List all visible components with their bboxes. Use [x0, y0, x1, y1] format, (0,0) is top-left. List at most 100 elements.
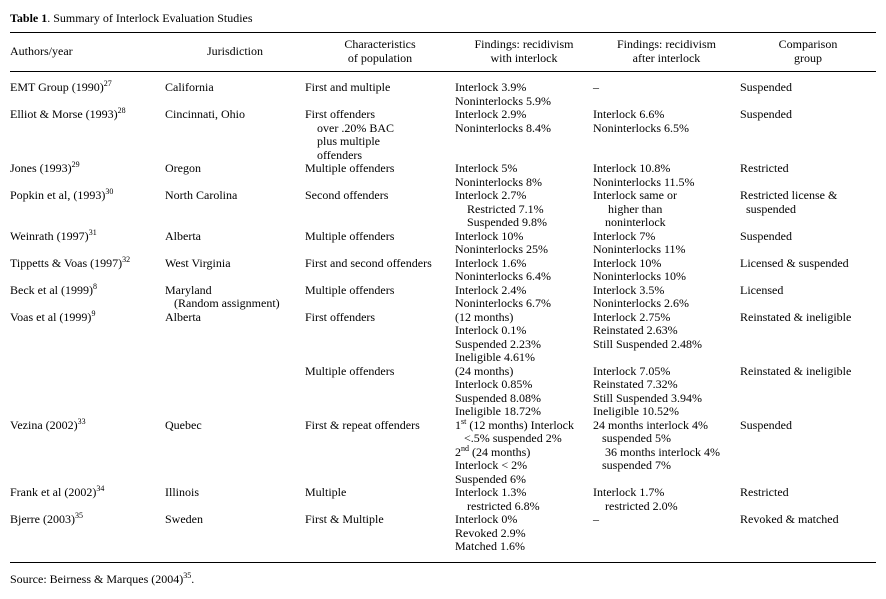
cell-line: Voas et al (1999)9: [10, 308, 96, 324]
cell-line: Noninterlocks 8%: [455, 174, 542, 189]
cell-line: Second offenders: [305, 188, 389, 202]
cell-line: Interlock 2.4%: [455, 282, 527, 297]
source-note: Source: Beirness & Marques (2004)35.: [10, 570, 195, 586]
cell-line: Suspended: [740, 107, 792, 121]
cell-line: First & Multiple: [305, 512, 384, 526]
authors-cell: Tippetts & Voas (1997)32: [10, 254, 165, 271]
cell-line: Still Suspended 3.94%: [593, 390, 703, 405]
cell-line: First offenders: [305, 107, 376, 121]
table-row: Multiple offenders (24 months) Interlock 0…: [10, 363, 876, 419]
cell-line: 24 months interlock 4%: [593, 417, 708, 432]
cell-line: restricted 2.0%: [593, 498, 678, 513]
cell-line: over .20% BAC: [305, 120, 394, 135]
cell-line: Interlock 1.6%: [455, 255, 527, 270]
with-interlock-cell: Interlock 1.3% restricted 6.8%: [455, 485, 593, 513]
table-row: Vezina (2002)33 Quebec First & repeat offe…: [10, 416, 876, 487]
population-cell: Second offenders: [305, 188, 455, 203]
cell-line: Frank et al (2002)34: [10, 484, 105, 499]
cell-line: Interlock 10.8%: [593, 161, 671, 175]
table-row: Tippetts & Voas (1997)32 West Virginia Fir…: [10, 254, 876, 284]
cell-line: Interlock 10%: [455, 228, 524, 243]
cell-line: EMT Group (1990)27: [10, 79, 112, 94]
cell-line: Noninterlocks 2.6%: [593, 296, 689, 310]
comparison-cell: Reinstated & ineligible: [740, 310, 876, 325]
cell-line: Licensed: [740, 282, 784, 297]
cell-line: Interlock 0.1%: [455, 323, 527, 337]
cell-line: Elliot & Morse (1993)28: [10, 106, 126, 121]
comparison-cell: Licensed: [740, 282, 876, 298]
cell-line: restricted 6.8%: [455, 498, 540, 513]
jurisdiction-cell: West Virginia: [165, 256, 305, 271]
cell-line: Sweden: [165, 512, 203, 526]
comparison-cell: Suspended: [740, 418, 876, 433]
cell-line: Noninterlocks 11%: [593, 242, 686, 256]
cell-line: Interlock 2.7%: [455, 188, 527, 202]
cell-line: Ineligible 10.52%: [593, 404, 679, 418]
authors-cell: Elliot & Morse (1993)28: [10, 106, 165, 122]
jurisdiction-cell: Alberta: [165, 310, 305, 325]
cell-line: offenders: [305, 147, 363, 162]
with-interlock-cell: Interlock 0% Revoked 2.9% Matched 1.6%: [455, 512, 593, 554]
cell-line: Alberta: [165, 228, 201, 243]
cell-line: Ineligible 4.61%: [455, 350, 535, 364]
jurisdiction-cell: North Carolina: [165, 188, 305, 203]
authors-cell: Vezina (2002)33: [10, 416, 165, 433]
jurisdiction-cell: Cincinnati, Ohio: [165, 107, 305, 122]
comparison-cell: Restricted: [740, 161, 876, 176]
cell-line: (24 months): [455, 363, 514, 378]
horizontal-rule-header: [10, 71, 876, 72]
cell-line: Noninterlocks 25%: [455, 242, 548, 256]
after-interlock-cell: Interlock 7% Noninterlocks 11%: [593, 229, 740, 257]
cell-line: Interlock 1.3%: [455, 485, 527, 499]
cell-line: Revoked & matched: [740, 512, 839, 526]
cell-line: Interlock 5%: [455, 161, 518, 175]
cell-line: Tippetts & Voas (1997)32: [10, 254, 131, 270]
with-interlock-cell: (12 months) Interlock 0.1% Suspended 2.23%…: [455, 310, 593, 365]
cell-line: Noninterlocks 10%: [593, 269, 686, 283]
cell-line: Suspended 9.8%: [455, 215, 547, 229]
cell-line: 36 months interlock 4%: [593, 444, 720, 459]
column-header-recidivism-after-interlock: Findings: recidivism after interlock: [617, 37, 716, 65]
table-body: EMT Group (1990)27 California First and mu…: [10, 72, 876, 562]
cell-line: –: [593, 80, 599, 94]
with-interlock-cell: 1st (12 months) Interlock <.5% suspended…: [455, 416, 593, 487]
cell-line: Interlock 1.7%: [593, 485, 665, 499]
cell-line: Licensed & suspended: [740, 255, 849, 270]
after-interlock-cell: Interlock 6.6% Noninterlocks 6.5%: [593, 107, 740, 135]
authors-cell: Beck et al (1999)8: [10, 281, 165, 298]
cell-line: Multiple offenders: [305, 282, 395, 297]
table-row: Weinrath (1997)31 Alberta Multiple offende…: [10, 228, 876, 257]
cell-line: Revoked 2.9%: [455, 525, 526, 540]
authors-cell: EMT Group (1990)27: [10, 79, 165, 95]
table-row: Frank et al (2002)34 Illinois Multiple Inte…: [10, 484, 876, 513]
cell-line: Interlock 7.05%: [593, 363, 671, 378]
cell-line: Restricted 7.1%: [455, 201, 544, 216]
cell-line: First offenders: [305, 309, 376, 324]
cell-line: Suspended: [740, 228, 792, 243]
cell-line: 1st (12 months) Interlock: [455, 416, 574, 432]
population-cell: First and second offenders: [305, 256, 455, 271]
with-interlock-cell: Interlock 2.9% Noninterlocks 8.4%: [455, 107, 593, 135]
authors-cell: Voas et al (1999)9: [10, 308, 165, 325]
column-header-recidivism-with-interlock: Findings: recidivism with interlock: [474, 37, 574, 65]
cell-line: Vezina (2002)33: [10, 416, 86, 432]
cell-line: Beck et al (1999)8: [10, 281, 97, 297]
population-cell: First offenders: [305, 309, 455, 325]
cell-line: higher than: [593, 201, 663, 216]
cell-line: Suspended 8.08%: [455, 390, 541, 405]
cell-line: Reinstated 2.63%: [593, 323, 678, 337]
table-row: Beck et al (1999)8 Maryland (Random assig…: [10, 281, 876, 311]
cell-line: Cincinnati, Ohio: [165, 107, 245, 121]
comparison-cell: Restricted license & suspended: [740, 188, 876, 216]
after-interlock-cell: Interlock 2.75% Reinstated 2.63% Still Sus…: [593, 310, 740, 352]
jurisdiction-cell: [165, 365, 305, 379]
cell-line: Noninterlocks 8.4%: [455, 120, 551, 135]
with-interlock-cell: Interlock 1.6% Noninterlocks 6.4%: [455, 255, 593, 284]
cell-line: Quebec: [165, 417, 202, 432]
table-row: Jones (1993)29 Oregon Multiple offenders In…: [10, 161, 876, 189]
horizontal-rule-bottom: [10, 561, 876, 563]
cell-line: Bjerre (2003)35: [10, 511, 83, 526]
cell-line: Popkin et al, (1993)30: [10, 187, 114, 202]
comparison-cell: Suspended: [740, 80, 876, 95]
table-row: Bjerre (2003)35 Sweden First & Multiple Int…: [10, 511, 876, 554]
